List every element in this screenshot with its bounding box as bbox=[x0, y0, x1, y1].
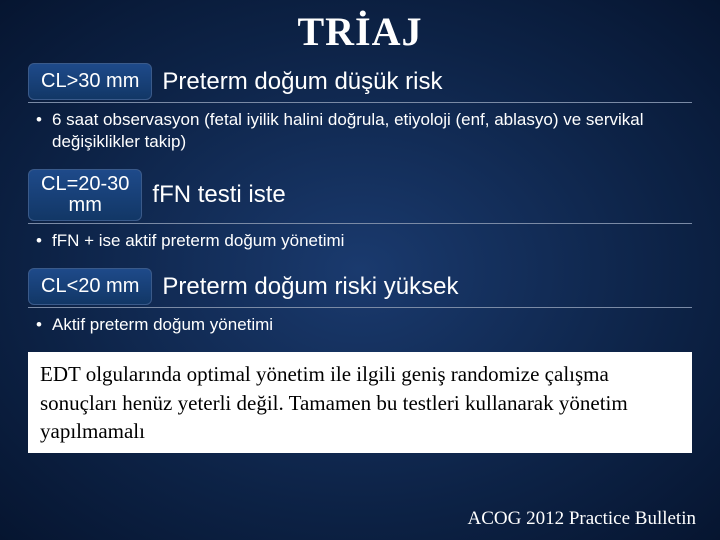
section-heading: Preterm doğum düşük risk bbox=[162, 68, 442, 96]
pill-line-2: mm bbox=[69, 194, 102, 216]
section-header: CL=20-30 mm fFN testi iste bbox=[28, 169, 692, 224]
section-header: CL<20 mm Preterm doğum riski yüksek bbox=[28, 268, 692, 308]
section-header: CL>30 mm Preterm doğum düşük risk bbox=[28, 63, 692, 103]
bullet-list: fFN + ise aktif preterm doğum yönetimi bbox=[28, 224, 692, 262]
section-cl-20-30: CL=20-30 mm fFN testi iste fFN + ise akt… bbox=[28, 169, 692, 262]
bullet-item: fFN + ise aktif preterm doğum yönetimi bbox=[36, 230, 692, 252]
pill-cl-20-30: CL=20-30 mm bbox=[28, 169, 142, 221]
page-title: TRİAJ bbox=[28, 8, 692, 55]
section-heading: Preterm doğum riski yüksek bbox=[162, 273, 458, 301]
section-cl-gt-30: CL>30 mm Preterm doğum düşük risk 6 saat… bbox=[28, 63, 692, 163]
bullet-list: 6 saat observasyon (fetal iyilik halini … bbox=[28, 103, 692, 163]
bullet-item: 6 saat observasyon (fetal iyilik halini … bbox=[36, 109, 692, 153]
pill-cl-lt-20: CL<20 mm bbox=[28, 268, 152, 305]
bullet-item: Aktif preterm doğum yönetimi bbox=[36, 314, 692, 336]
pill-line-1: CL=20-30 bbox=[41, 173, 129, 195]
pill-cl-gt-30: CL>30 mm bbox=[28, 63, 152, 100]
section-heading: fFN testi iste bbox=[152, 181, 285, 209]
section-cl-lt-20: CL<20 mm Preterm doğum riski yüksek Akti… bbox=[28, 268, 692, 346]
slide: TRİAJ CL>30 mm Preterm doğum düşük risk … bbox=[0, 0, 720, 540]
note-box: EDT olgularında optimal yönetim ile ilgi… bbox=[28, 352, 692, 453]
bullet-list: Aktif preterm doğum yönetimi bbox=[28, 308, 692, 346]
citation: ACOG 2012 Practice Bulletin bbox=[468, 508, 697, 530]
